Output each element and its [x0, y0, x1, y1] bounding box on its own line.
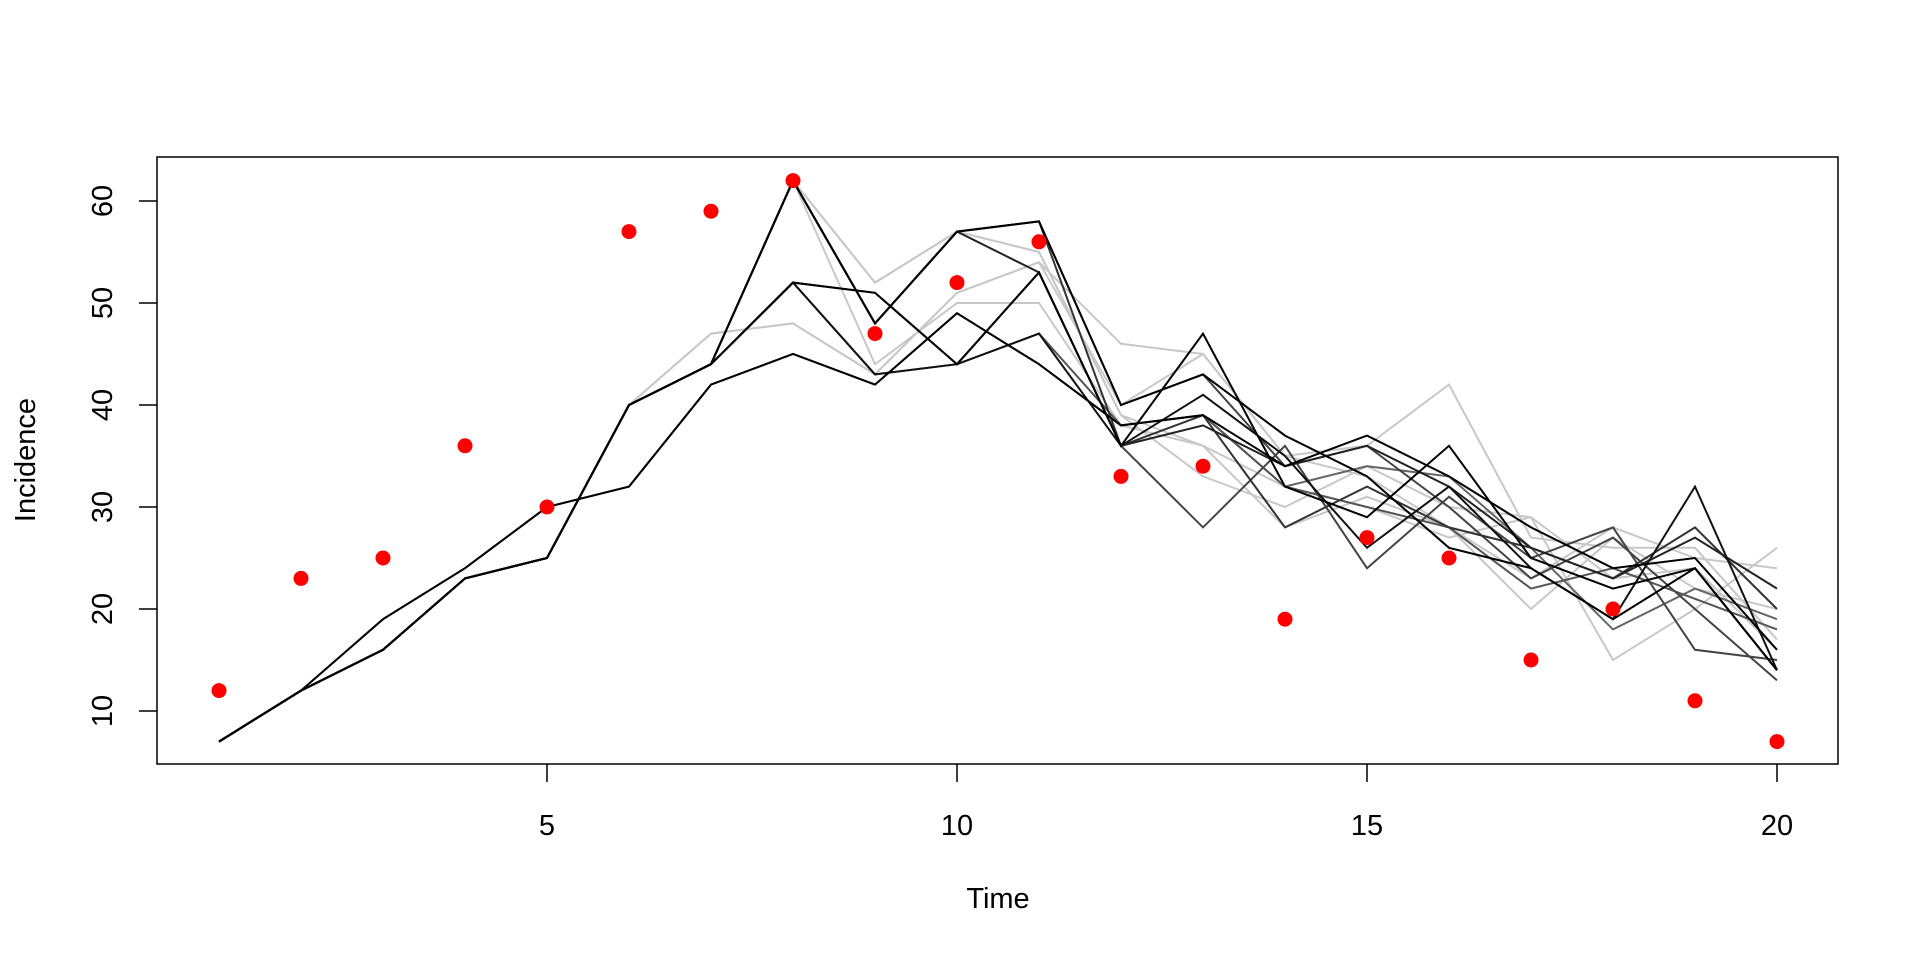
- y-tick-label: 60: [87, 185, 119, 217]
- observed-point: [375, 550, 391, 566]
- observed-point: [457, 438, 473, 454]
- simulation-line: [218, 261, 1778, 743]
- simulation-line: [218, 178, 1778, 743]
- x-tick-label: 15: [1351, 810, 1383, 842]
- x-axis-label: Time: [966, 883, 1029, 915]
- observed-point: [785, 173, 801, 189]
- simulation-lines: [218, 178, 1778, 743]
- simulation-line: [218, 260, 1778, 743]
- x-tick-label: 10: [941, 810, 973, 842]
- observed-point: [211, 683, 227, 699]
- observed-points: [211, 173, 1785, 750]
- y-tick-label: 20: [87, 593, 119, 625]
- observed-point: [703, 203, 719, 219]
- observed-point: [1769, 734, 1785, 750]
- simulation-line: [218, 270, 1778, 743]
- observed-point: [1523, 652, 1539, 668]
- observed-point: [1441, 550, 1457, 566]
- observed-point: [949, 275, 965, 291]
- observed-point: [1113, 468, 1129, 484]
- simulation-line: [218, 281, 1778, 743]
- observed-point: [1687, 693, 1703, 709]
- y-axis-label: Incidence: [10, 398, 42, 522]
- simulation-line: [218, 178, 1778, 743]
- observed-point: [867, 326, 883, 342]
- observed-point: [1605, 601, 1621, 617]
- y-tick-label: 30: [87, 491, 119, 523]
- simulation-line: [218, 270, 1778, 743]
- simulation-line: [218, 178, 1778, 743]
- simulation-line: [218, 178, 1778, 743]
- x-tick-label: 20: [1761, 810, 1793, 842]
- simulation-line: [218, 281, 1778, 743]
- simulation-line: [218, 311, 1778, 743]
- simulation-line: [218, 178, 1778, 743]
- observed-point: [1031, 234, 1047, 250]
- simulation-line: [218, 178, 1778, 743]
- observed-point: [293, 570, 309, 586]
- y-axis: 10 20 30 40 50 60: [87, 185, 157, 727]
- observed-point: [1359, 530, 1375, 546]
- y-tick-label: 40: [87, 389, 119, 421]
- observed-point: [539, 499, 555, 515]
- x-tick-label: 5: [539, 810, 555, 842]
- y-tick-label: 10: [87, 695, 119, 727]
- plot-frame: [156, 156, 1839, 765]
- y-tick-label: 50: [87, 287, 119, 319]
- observed-point: [1277, 611, 1293, 627]
- observed-point: [621, 224, 637, 240]
- simulation-line: [218, 178, 1778, 743]
- observed-point: [1195, 458, 1211, 474]
- x-axis: 5 10 15 20: [539, 764, 1793, 842]
